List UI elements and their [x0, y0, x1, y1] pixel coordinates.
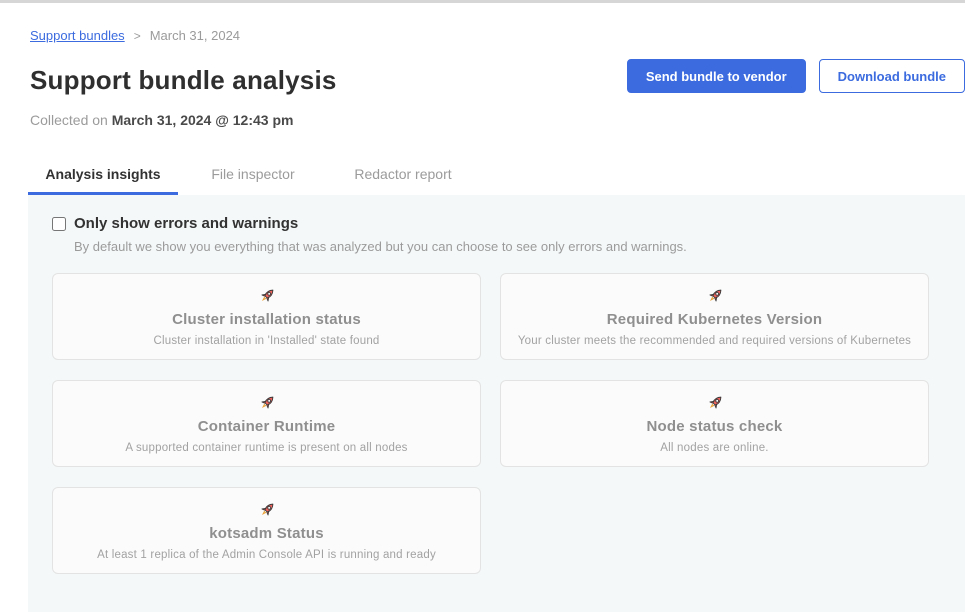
breadcrumb-support-bundles-link[interactable]: Support bundles: [30, 28, 125, 43]
send-bundle-to-vendor-button[interactable]: Send bundle to vendor: [626, 59, 806, 93]
breadcrumb: Support bundles > March 31, 2024: [30, 28, 965, 43]
insight-card-required-kubernetes-version: Required Kubernetes Version Your cluster…: [500, 273, 929, 360]
rocket-icon: [257, 286, 277, 306]
collected-on-value: March 31, 2024 @ 12:43 pm: [111, 112, 294, 128]
top-divider: [0, 0, 965, 3]
tab-redactor-report[interactable]: Redactor report: [354, 166, 452, 182]
tab-bar: Analysis insights File inspector Redacto…: [28, 158, 965, 195]
collected-on-line: Collected on March 31, 2024 @ 12:43 pm: [30, 112, 965, 128]
rocket-icon: [705, 393, 725, 413]
only-errors-warnings-checkbox[interactable]: [52, 216, 66, 231]
insight-card-detail: A supported container runtime is present…: [125, 442, 408, 454]
insight-card-node-status-check: Node status check All nodes are online.: [500, 380, 929, 467]
insight-cards-grid: Cluster installation status Cluster inst…: [52, 273, 965, 574]
tab-analysis-insights[interactable]: Analysis insights: [28, 158, 178, 195]
insight-card-title: Container Runtime: [197, 418, 336, 435]
insight-card-detail: At least 1 replica of the Admin Console …: [97, 549, 436, 561]
only-errors-warnings-label[interactable]: Only show errors and warnings: [74, 215, 299, 232]
insight-card-title: Required Kubernetes Version: [606, 311, 823, 328]
insight-card-container-runtime: Container Runtime A supported container …: [52, 380, 481, 467]
insight-card-detail: Your cluster meets the recommended and r…: [517, 335, 912, 347]
filter-helper-text: By default we show you everything that w…: [74, 239, 687, 254]
insight-card-title: Node status check: [646, 418, 783, 435]
analysis-insights-panel: Only show errors and warnings By default…: [28, 195, 965, 612]
tab-file-inspector[interactable]: File inspector: [211, 166, 295, 182]
errors-warnings-filter: Only show errors and warnings: [52, 215, 965, 232]
insight-card-detail: All nodes are online.: [660, 442, 769, 454]
support-bundle-analysis-page: Support bundles > March 31, 2024 Support…: [0, 3, 965, 612]
insight-card-cluster-installation: Cluster installation status Cluster inst…: [52, 273, 481, 360]
header-actions: Send bundle to vendor Download bundle: [626, 59, 965, 93]
page-header: Support bundle analysis Send bundle to v…: [30, 59, 965, 96]
download-bundle-button[interactable]: Download bundle: [818, 59, 965, 93]
page-title: Support bundle analysis: [30, 65, 337, 95]
rocket-icon: [705, 286, 725, 306]
collected-on-label: Collected on: [30, 112, 112, 128]
insight-card-title: Cluster installation status: [172, 311, 361, 328]
breadcrumb-current: March 31, 2024: [149, 28, 241, 43]
rocket-icon: [257, 393, 277, 413]
breadcrumb-separator: >: [133, 28, 141, 43]
insight-card-title: kotsadm Status: [209, 525, 324, 542]
insight-card-kotsadm-status: kotsadm Status At least 1 replica of the…: [52, 487, 481, 574]
rocket-icon: [257, 500, 277, 520]
insight-card-detail: Cluster installation in 'Installed' stat…: [153, 335, 380, 347]
